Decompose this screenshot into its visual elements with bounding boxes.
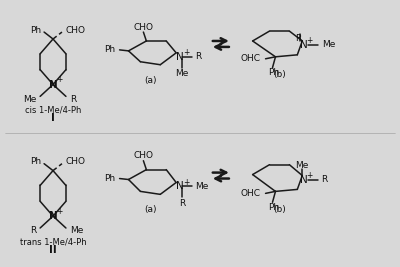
Text: +: +: [56, 75, 62, 84]
Text: N: N: [176, 182, 184, 191]
Text: N: N: [49, 80, 58, 89]
Text: R: R: [195, 52, 201, 61]
Text: +: +: [183, 48, 189, 57]
Text: (a): (a): [144, 76, 156, 85]
Text: N: N: [49, 211, 58, 221]
Text: Ph: Ph: [268, 68, 279, 77]
Text: OHC: OHC: [240, 189, 260, 198]
Text: Ph: Ph: [104, 45, 116, 54]
Text: N: N: [300, 175, 308, 184]
Text: CHO: CHO: [66, 26, 86, 35]
Text: R: R: [70, 95, 76, 104]
Text: I: I: [51, 113, 55, 123]
Text: II: II: [49, 245, 57, 255]
Text: Me: Me: [70, 226, 83, 235]
Text: Me: Me: [176, 69, 189, 78]
Text: N: N: [176, 52, 184, 62]
Text: CHO: CHO: [133, 23, 153, 32]
Text: R: R: [30, 226, 36, 235]
Text: +: +: [56, 207, 62, 216]
Text: +: +: [183, 178, 189, 187]
Text: R: R: [295, 34, 302, 44]
Text: Ph: Ph: [104, 174, 116, 183]
Text: trans 1-Me/4-Ph: trans 1-Me/4-Ph: [20, 237, 86, 246]
Text: OHC: OHC: [240, 54, 260, 63]
Text: Me: Me: [296, 161, 309, 170]
Text: Me: Me: [195, 182, 208, 191]
Text: Ph: Ph: [268, 203, 279, 212]
Text: Me: Me: [322, 40, 336, 49]
Text: R: R: [321, 175, 328, 184]
Text: CHO: CHO: [133, 151, 153, 160]
Text: Ph: Ph: [30, 157, 41, 166]
Text: (b): (b): [273, 205, 286, 214]
Text: N: N: [300, 40, 308, 50]
Text: (b): (b): [273, 70, 286, 79]
Text: (a): (a): [144, 205, 156, 214]
Text: CHO: CHO: [66, 157, 86, 166]
Text: R: R: [179, 199, 185, 208]
Text: Me: Me: [23, 95, 36, 104]
Text: +: +: [306, 171, 312, 180]
Text: +: +: [306, 37, 312, 45]
Text: cis 1-Me/4-Ph: cis 1-Me/4-Ph: [25, 106, 81, 115]
Text: Ph: Ph: [30, 26, 41, 35]
